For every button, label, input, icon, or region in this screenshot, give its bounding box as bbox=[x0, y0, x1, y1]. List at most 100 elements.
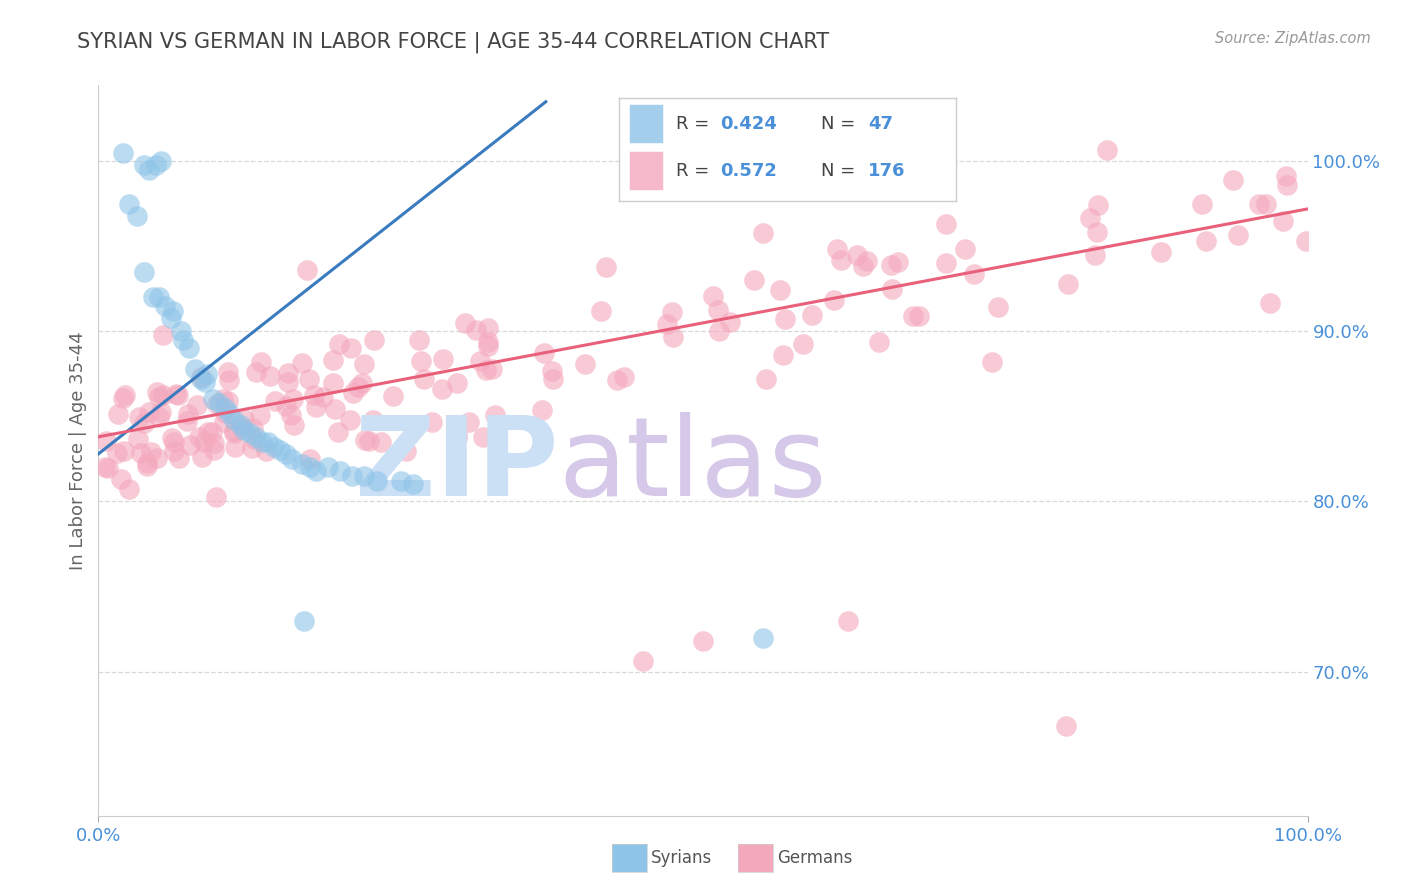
Point bbox=[361, 413, 384, 427]
Point bbox=[146, 385, 169, 400]
Point bbox=[263, 440, 285, 454]
Point bbox=[395, 444, 418, 458]
Point bbox=[363, 333, 385, 347]
Point bbox=[305, 401, 328, 415]
Point bbox=[446, 431, 468, 445]
Point bbox=[194, 376, 217, 390]
Point bbox=[886, 254, 908, 268]
Point bbox=[290, 457, 312, 471]
Point bbox=[477, 338, 499, 352]
Point bbox=[217, 365, 239, 379]
Point bbox=[432, 383, 454, 397]
Point bbox=[212, 392, 235, 407]
Point bbox=[1256, 197, 1278, 211]
Point bbox=[96, 434, 118, 448]
Point bbox=[1258, 296, 1281, 310]
Point bbox=[218, 373, 240, 387]
Text: R =: R = bbox=[676, 115, 716, 133]
Point bbox=[1275, 169, 1298, 183]
Point bbox=[212, 415, 235, 429]
Point bbox=[540, 364, 562, 378]
Point bbox=[231, 421, 253, 435]
Point bbox=[291, 356, 314, 370]
Point bbox=[205, 490, 228, 504]
Point bbox=[340, 341, 363, 355]
Text: Germans: Germans bbox=[778, 849, 853, 867]
Point bbox=[1222, 173, 1244, 187]
Point bbox=[477, 320, 499, 334]
Point bbox=[299, 460, 322, 475]
Point bbox=[160, 431, 183, 445]
Point bbox=[242, 432, 264, 446]
Point bbox=[264, 393, 287, 408]
Point bbox=[142, 290, 165, 304]
Point bbox=[935, 256, 957, 270]
Point bbox=[357, 434, 380, 448]
Point bbox=[259, 368, 281, 383]
Point bbox=[323, 401, 346, 416]
Point bbox=[935, 217, 957, 231]
Point bbox=[298, 372, 321, 386]
Point bbox=[107, 407, 129, 421]
Point bbox=[242, 441, 264, 455]
Point bbox=[150, 154, 173, 169]
Point bbox=[963, 267, 986, 281]
Point bbox=[148, 290, 170, 304]
Point bbox=[631, 654, 654, 668]
Point bbox=[139, 444, 162, 458]
Text: 47: 47 bbox=[869, 115, 893, 133]
Point bbox=[162, 304, 184, 318]
Point bbox=[135, 458, 157, 473]
Point bbox=[217, 394, 239, 409]
Point bbox=[402, 477, 425, 491]
Point bbox=[718, 315, 741, 329]
Point bbox=[1275, 178, 1298, 193]
Text: 176: 176 bbox=[869, 162, 905, 180]
Point bbox=[1149, 245, 1171, 260]
Point bbox=[339, 413, 361, 427]
Point bbox=[953, 242, 976, 256]
Point bbox=[110, 472, 132, 486]
Text: Source: ZipAtlas.com: Source: ZipAtlas.com bbox=[1215, 31, 1371, 46]
Point bbox=[661, 305, 683, 319]
Point bbox=[595, 260, 617, 274]
Point bbox=[224, 440, 246, 454]
Bar bbox=[628, 104, 662, 144]
Point bbox=[370, 434, 392, 449]
Point bbox=[908, 309, 931, 323]
Point bbox=[903, 309, 925, 323]
Point bbox=[281, 452, 304, 467]
Point bbox=[169, 325, 191, 339]
Point bbox=[184, 361, 207, 376]
Point bbox=[239, 426, 262, 441]
Point bbox=[481, 362, 503, 376]
Y-axis label: In Labor Force | Age 35-44: In Labor Force | Age 35-44 bbox=[69, 331, 87, 570]
Point bbox=[987, 300, 1010, 314]
Point bbox=[94, 460, 117, 475]
Point bbox=[145, 158, 167, 172]
Point bbox=[112, 444, 135, 458]
Point bbox=[214, 406, 236, 420]
Text: atlas: atlas bbox=[558, 411, 827, 518]
Point bbox=[312, 390, 335, 404]
Point bbox=[292, 614, 315, 628]
Point bbox=[256, 434, 278, 449]
Point bbox=[1191, 196, 1213, 211]
Point bbox=[195, 367, 218, 381]
Point bbox=[413, 372, 436, 386]
Point bbox=[222, 413, 245, 427]
Point bbox=[283, 392, 305, 407]
Point bbox=[845, 248, 868, 262]
Point bbox=[187, 430, 209, 444]
Point bbox=[105, 446, 128, 460]
Point bbox=[208, 396, 231, 410]
Point bbox=[773, 312, 796, 326]
Point bbox=[167, 451, 190, 466]
Point bbox=[484, 408, 506, 422]
Point bbox=[879, 258, 901, 272]
Point bbox=[1095, 143, 1118, 157]
Point bbox=[366, 474, 388, 488]
Point bbox=[127, 209, 149, 223]
Point bbox=[163, 444, 186, 458]
Text: R =: R = bbox=[676, 162, 716, 180]
